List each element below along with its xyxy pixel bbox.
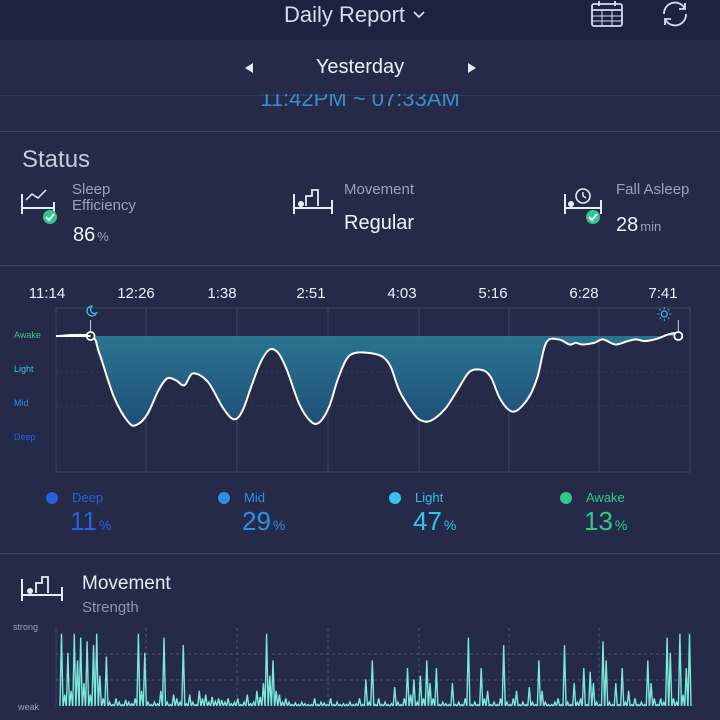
sleep-depth-area: [56, 332, 679, 426]
legend-unit: %: [272, 517, 286, 533]
app-header: Daily Report: [0, 0, 720, 40]
next-day-arrow-icon[interactable]: [466, 62, 478, 74]
sun-icon: [657, 307, 672, 321]
divider: [0, 265, 720, 266]
sleep-stage-line: [55, 331, 679, 427]
efficiency-value-wrap: 86%: [73, 224, 109, 247]
refresh-icon[interactable]: [658, 0, 692, 28]
y-level-label: Awake: [14, 330, 41, 340]
legend-number: 13: [584, 506, 613, 536]
x-tick-label: 6:28: [569, 285, 598, 302]
legend-value: 13%: [584, 506, 627, 537]
x-tick-label: 7:41: [648, 285, 677, 302]
fall-asleep-value-wrap: 28 min: [616, 214, 661, 237]
date-navigator: Yesterday: [0, 40, 720, 96]
fall-asleep-timer-icon: [564, 188, 602, 224]
x-tick-label: 12:26: [117, 285, 155, 302]
efficiency-label-line2: Efficiency: [72, 197, 136, 214]
legend-number: 47: [413, 506, 442, 536]
legend-value: 29%: [242, 506, 285, 537]
divider: [0, 553, 720, 554]
y-level-label: Mid: [14, 398, 29, 408]
x-tick-label: 1:38: [207, 285, 236, 302]
date-label: Yesterday: [315, 56, 405, 78]
x-tick-label: 5:16: [478, 285, 507, 302]
x-tick-label: 11:14: [29, 285, 65, 302]
efficiency-unit: %: [97, 229, 109, 244]
fall-asleep-unit: min: [640, 219, 662, 234]
divider: [0, 131, 720, 132]
bed-movement-icon: [293, 189, 333, 214]
movement-value: Regular: [344, 212, 415, 234]
marker-dot: [673, 331, 684, 341]
legend-label: Awake: [586, 490, 625, 505]
y-level-label: Light: [14, 364, 34, 374]
legend-unit: %: [614, 517, 628, 533]
legend-dot: [560, 492, 572, 504]
legend-number: 29: [242, 506, 271, 536]
efficiency-value: 86: [73, 224, 96, 246]
y-level-label: Deep: [14, 432, 36, 442]
legend-value: 11%: [70, 506, 111, 537]
report-type-dropdown[interactable]: Daily Report: [284, 0, 425, 30]
movement-section-title: Movement: [82, 573, 171, 594]
movement-stat: Movement Regular: [292, 182, 492, 252]
fall-asleep-value: 28: [616, 214, 639, 236]
legend-label: Mid: [244, 490, 265, 505]
fall-asleep-label: Fall Asleep: [616, 181, 690, 198]
movement-strength-chart: strong weak: [13, 622, 692, 712]
sleep-stage-chart: 11:14 12:26 1:38 2:51 4:03 5:16 6:28 7:41 Awake L…: [14, 285, 691, 473]
legend-dot: [46, 492, 58, 504]
x-tick-label: 2:51: [296, 285, 325, 302]
movement-strength-bars: [59, 633, 692, 707]
fall-asleep-stat: Fall Asleep 28 min: [563, 182, 720, 252]
movement-label: Movement: [344, 181, 415, 198]
y-label-weak: weak: [17, 702, 40, 712]
chart-frame: [55, 307, 691, 473]
chevron-down-icon: [413, 11, 425, 19]
movement-section-subtitle: Strength: [82, 599, 139, 616]
status-title: Status: [22, 146, 91, 173]
x-tick-label: 4:03: [387, 285, 416, 302]
legend-number: 11: [70, 506, 97, 536]
legend-unit: %: [443, 517, 457, 533]
y-label-strong: strong: [13, 622, 38, 632]
legend-dot: [218, 492, 230, 504]
calendar-icon[interactable]: [590, 0, 624, 28]
sleep-time-range: 11:42PM ~ 07:33AM: [260, 86, 460, 108]
sleep-efficiency-icon: [21, 189, 57, 224]
page-title: Daily Report: [284, 2, 406, 27]
sleep-efficiency-stat: Sleep Efficiency 86%: [20, 182, 220, 252]
bed-movement-icon: [21, 576, 63, 601]
previous-day-arrow-icon[interactable]: [243, 62, 255, 74]
efficiency-label-line1: Sleep: [72, 181, 111, 198]
legend-label: Light: [415, 490, 444, 505]
legend-label: Deep: [72, 490, 104, 505]
moon-icon: [86, 305, 98, 317]
legend-dot: [389, 492, 401, 504]
legend-value: 47%: [413, 506, 456, 537]
legend-unit: %: [99, 517, 112, 533]
